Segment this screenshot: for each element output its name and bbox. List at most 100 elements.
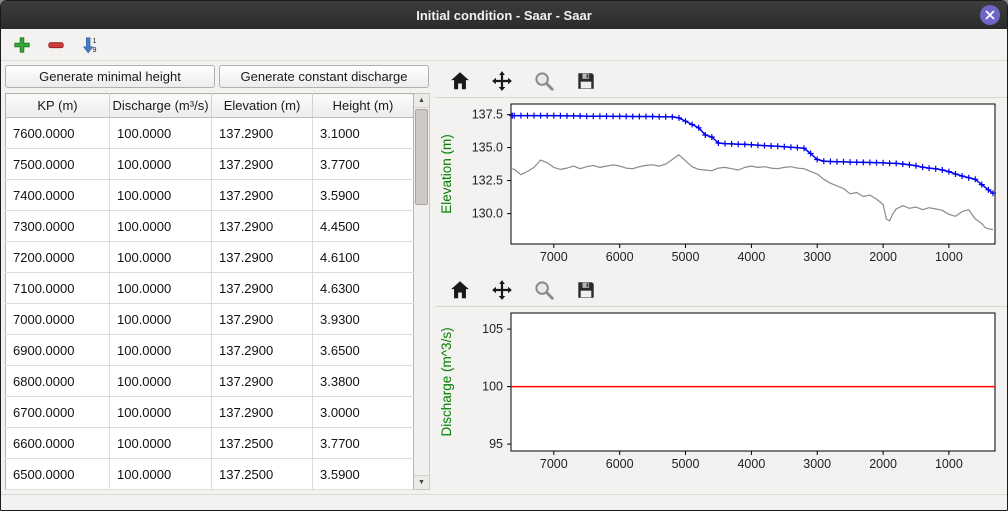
table-row[interactable]: 7000.0000100.0000137.29003.9300: [6, 304, 414, 335]
elevation-chart[interactable]: 7000600050004000300020001000137.5135.013…: [435, 98, 1005, 270]
save-button[interactable]: [573, 277, 599, 303]
table-scrollbar[interactable]: ▲ ▼: [414, 93, 430, 490]
table-cell[interactable]: 6700.0000: [6, 397, 110, 428]
remove-row-button[interactable]: [43, 32, 69, 58]
home-button[interactable]: [447, 68, 473, 94]
column-header[interactable]: Height (m): [313, 94, 414, 118]
table-cell[interactable]: 6600.0000: [6, 428, 110, 459]
svg-text:6000: 6000: [606, 457, 634, 471]
table-row[interactable]: 6600.0000100.0000137.25003.7700: [6, 428, 414, 459]
column-header[interactable]: Discharge (m³/s): [110, 94, 212, 118]
svg-text:130.0: 130.0: [472, 207, 503, 221]
table-row[interactable]: 6800.0000100.0000137.29003.3800: [6, 366, 414, 397]
table-cell[interactable]: 3.0000: [313, 397, 414, 428]
table-cell[interactable]: 3.5900: [313, 459, 414, 490]
table-cell[interactable]: 4.4500: [313, 211, 414, 242]
table-cell[interactable]: 7400.0000: [6, 180, 110, 211]
table-cell[interactable]: 3.7700: [313, 428, 414, 459]
home-icon: [449, 70, 471, 92]
add-row-button[interactable]: [9, 32, 35, 58]
generate-minimal-height-button[interactable]: Generate minimal height: [5, 65, 215, 88]
initial-conditions-table: KP (m)Discharge (m³/s)Elevation (m)Heigh…: [5, 93, 414, 490]
table-cell[interactable]: 4.6300: [313, 273, 414, 304]
table-cell[interactable]: 7600.0000: [6, 118, 110, 149]
table-cell[interactable]: 137.2900: [212, 397, 313, 428]
svg-text:5000: 5000: [672, 457, 700, 471]
pan-button[interactable]: [489, 68, 515, 94]
svg-text:9: 9: [93, 45, 97, 54]
close-button[interactable]: [980, 5, 1000, 25]
discharge-chart[interactable]: 700060005000400030002000100010510095Disc…: [435, 307, 1005, 477]
table-cell[interactable]: 3.9300: [313, 304, 414, 335]
generate-constant-discharge-button[interactable]: Generate constant discharge: [219, 65, 429, 88]
table-row[interactable]: 6900.0000100.0000137.29003.6500: [6, 335, 414, 366]
table-cell[interactable]: 137.2500: [212, 459, 313, 490]
table-cell[interactable]: 7200.0000: [6, 242, 110, 273]
table-cell[interactable]: 137.2900: [212, 335, 313, 366]
table-cell[interactable]: 137.2900: [212, 118, 313, 149]
table-row[interactable]: 7600.0000100.0000137.29003.1000: [6, 118, 414, 149]
table-cell[interactable]: 100.0000: [110, 397, 212, 428]
table-cell[interactable]: 7100.0000: [6, 273, 110, 304]
table-cell[interactable]: 4.6100: [313, 242, 414, 273]
table-cell[interactable]: 100.0000: [110, 242, 212, 273]
table-cell[interactable]: 3.5900: [313, 180, 414, 211]
table-cell[interactable]: 7300.0000: [6, 211, 110, 242]
table-cell[interactable]: 137.2900: [212, 242, 313, 273]
scroll-down-button[interactable]: ▼: [414, 475, 429, 489]
scroll-up-button[interactable]: ▲: [414, 94, 429, 108]
table-row[interactable]: 7100.0000100.0000137.29004.6300: [6, 273, 414, 304]
table-cell[interactable]: 6500.0000: [6, 459, 110, 490]
table-wrap: KP (m)Discharge (m³/s)Elevation (m)Heigh…: [5, 93, 429, 490]
home-icon: [449, 279, 471, 301]
table-cell[interactable]: 137.2500: [212, 428, 313, 459]
table-cell[interactable]: 100.0000: [110, 304, 212, 335]
table-row[interactable]: 6500.0000100.0000137.25003.5900: [6, 459, 414, 490]
table-cell[interactable]: 3.3800: [313, 366, 414, 397]
table-cell[interactable]: 6900.0000: [6, 335, 110, 366]
column-header[interactable]: KP (m): [6, 94, 110, 118]
svg-text:Elevation (m): Elevation (m): [439, 134, 454, 214]
table-row[interactable]: 6700.0000100.0000137.29003.0000: [6, 397, 414, 428]
table-cell[interactable]: 137.2900: [212, 180, 313, 211]
table-row[interactable]: 7200.0000100.0000137.29004.6100: [6, 242, 414, 273]
table-cell[interactable]: 100.0000: [110, 459, 212, 490]
home-button[interactable]: [447, 277, 473, 303]
table-row[interactable]: 7400.0000100.0000137.29003.5900: [6, 180, 414, 211]
table-cell[interactable]: 7500.0000: [6, 149, 110, 180]
table-cell[interactable]: 7000.0000: [6, 304, 110, 335]
titlebar[interactable]: Initial condition - Saar - Saar: [1, 1, 1007, 29]
table-cell[interactable]: 100.0000: [110, 211, 212, 242]
table-cell[interactable]: 3.7700: [313, 149, 414, 180]
svg-text:100: 100: [482, 380, 503, 394]
save-button[interactable]: [573, 68, 599, 94]
table-cell[interactable]: 137.2900: [212, 366, 313, 397]
table-cell[interactable]: 100.0000: [110, 335, 212, 366]
sort-button[interactable]: 1 9: [77, 32, 103, 58]
table-cell[interactable]: 100.0000: [110, 428, 212, 459]
table-cell[interactable]: 100.0000: [110, 180, 212, 211]
scrollbar-thumb[interactable]: [415, 109, 428, 205]
scrollbar-track[interactable]: [414, 108, 429, 475]
zoom-button[interactable]: [531, 277, 557, 303]
table-cell[interactable]: 100.0000: [110, 149, 212, 180]
add-icon: [13, 36, 31, 54]
table-cell[interactable]: 3.1000: [313, 118, 414, 149]
table-row[interactable]: 7500.0000100.0000137.29003.7700: [6, 149, 414, 180]
table-cell[interactable]: 3.6500: [313, 335, 414, 366]
column-header[interactable]: Elevation (m): [212, 94, 313, 118]
elevation-figure: 7000600050004000300020001000137.5135.013…: [435, 65, 1007, 270]
table-row[interactable]: 7300.0000100.0000137.29004.4500: [6, 211, 414, 242]
table-cell[interactable]: 100.0000: [110, 118, 212, 149]
table-cell[interactable]: 137.2900: [212, 273, 313, 304]
table-body: 7600.0000100.0000137.29003.10007500.0000…: [6, 118, 414, 490]
table-cell[interactable]: 100.0000: [110, 273, 212, 304]
table-cell[interactable]: 137.2900: [212, 149, 313, 180]
svg-text:137.5: 137.5: [472, 108, 503, 122]
table-cell[interactable]: 100.0000: [110, 366, 212, 397]
table-cell[interactable]: 137.2900: [212, 304, 313, 335]
zoom-button[interactable]: [531, 68, 557, 94]
table-cell[interactable]: 6800.0000: [6, 366, 110, 397]
pan-button[interactable]: [489, 277, 515, 303]
table-cell[interactable]: 137.2900: [212, 211, 313, 242]
